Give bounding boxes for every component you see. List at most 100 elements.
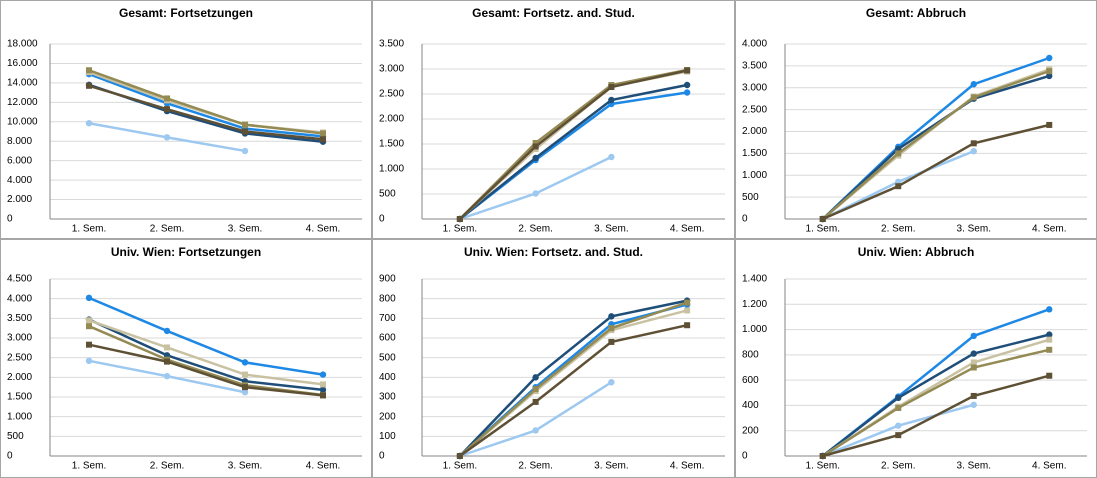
series-line	[88, 318, 324, 392]
marker	[320, 136, 326, 143]
marker	[320, 392, 326, 399]
y-tick-label: 14.000	[7, 78, 38, 89]
marker	[86, 82, 92, 89]
y-tick-label: 8.000	[7, 136, 32, 147]
chart: Gesamt: Fortsetz. and. Stud. 0 500 1.000 1.5…	[372, 0, 735, 239]
marker	[895, 394, 902, 402]
marker	[320, 381, 326, 388]
y-tick-label: 2.000	[7, 372, 32, 383]
y-tick-label: 400	[379, 372, 396, 383]
y-tick-label: 1.500	[7, 392, 32, 403]
marker	[1046, 336, 1053, 343]
marker	[164, 95, 170, 102]
marker	[819, 453, 826, 459]
series-line	[459, 69, 688, 220]
x-tick-label: 3. Sem.	[957, 224, 991, 235]
y-tick-label: 500	[742, 192, 759, 203]
x-tick-label: 1. Sem.	[806, 224, 840, 235]
chart: Univ. Wien: Fortsetzungen 0 500 1.000 1.500 2…	[0, 239, 372, 478]
chart-border	[372, 239, 735, 478]
chart-title: Univ. Wien: Abbruch	[858, 245, 975, 259]
marker	[608, 325, 615, 332]
marker	[608, 84, 615, 90]
marker	[164, 106, 170, 113]
marker	[163, 134, 171, 141]
marker	[85, 357, 93, 365]
y-tick-label: 0	[7, 451, 13, 462]
x-tick-label: 4. Sem.	[306, 461, 340, 472]
marker	[1046, 346, 1053, 353]
marker	[86, 67, 92, 74]
marker	[1046, 331, 1053, 338]
x-tick-label: 4. Sem.	[1032, 224, 1066, 235]
y-tick-label: 0	[742, 451, 748, 462]
y-tick-label: 600	[742, 375, 759, 386]
marker	[608, 96, 615, 104]
marker	[970, 364, 977, 371]
chart: Univ. Wien: Abbruch 0 200 400 600 800 1.000 1.2…	[735, 239, 1097, 478]
x-tick-label: 3. Sem.	[957, 461, 991, 472]
y-tick-label: 1.500	[379, 139, 404, 150]
marker	[456, 216, 463, 222]
x-tick-label: 4. Sem.	[306, 224, 340, 235]
y-tick-label: 1.000	[742, 170, 767, 181]
series-line	[88, 319, 324, 386]
marker	[85, 294, 93, 302]
marker	[319, 386, 327, 394]
y-tick-label: 100	[379, 431, 396, 442]
y-tick-label: 4.000	[7, 293, 32, 304]
marker	[163, 327, 171, 335]
marker	[970, 147, 977, 155]
marker	[532, 154, 539, 162]
y-tick-label: 0	[7, 214, 13, 225]
series-line	[822, 123, 1050, 221]
y-tick-label: 16.000	[7, 58, 38, 69]
marker	[241, 147, 249, 155]
y-tick-label: 3.000	[7, 333, 32, 344]
y-tick-label: 1.500	[742, 148, 767, 159]
y-tick-label: 700	[379, 313, 396, 324]
marker	[532, 143, 539, 150]
x-tick-label: 3. Sem.	[594, 224, 628, 235]
marker	[608, 379, 615, 386]
x-tick-label: 2. Sem.	[518, 461, 552, 472]
marker	[456, 453, 463, 459]
y-tick-label: 3.500	[379, 39, 404, 50]
marker	[242, 128, 248, 135]
series-line	[458, 299, 688, 457]
x-tick-label: 4. Sem.	[670, 461, 704, 472]
y-tick-label: 3.000	[742, 82, 767, 93]
y-tick-label: 1.000	[742, 324, 767, 335]
x-tick-label: 2. Sem.	[518, 224, 552, 235]
y-tick-label: 500	[379, 352, 396, 363]
chart-title: Gesamt: Fortsetzungen	[119, 6, 253, 20]
marker	[241, 389, 249, 396]
marker	[532, 140, 539, 146]
y-tick-label: 10.000	[7, 116, 38, 127]
marker	[85, 120, 93, 127]
y-tick-label: 500	[7, 431, 24, 442]
series-line	[88, 84, 324, 141]
x-tick-label: 3. Sem.	[228, 461, 262, 472]
marker	[1046, 306, 1053, 313]
series-line	[821, 69, 1050, 220]
marker	[164, 344, 170, 351]
x-tick-label: 2. Sem.	[881, 224, 915, 235]
y-tick-label: 900	[379, 274, 396, 285]
marker	[163, 372, 171, 380]
series-line	[88, 72, 324, 138]
marker	[970, 140, 977, 147]
marker	[895, 150, 902, 157]
chart: Univ. Wien: Fortsetz. and. Stud. 0 100 200 3…	[372, 239, 735, 478]
marker	[532, 374, 539, 381]
y-tick-label: 2.500	[7, 352, 32, 363]
marker	[532, 386, 539, 393]
series-line	[459, 301, 688, 457]
marker	[1046, 68, 1053, 75]
marker	[895, 404, 902, 411]
chart: Gesamt: Abbruch 0 500 1.000 1.500 2.000 2.500 3…	[735, 0, 1097, 239]
chart-title: Univ. Wien: Fortsetz. and. Stud.	[464, 245, 643, 259]
marker	[164, 358, 170, 365]
marker	[608, 313, 615, 320]
marker	[684, 322, 691, 329]
